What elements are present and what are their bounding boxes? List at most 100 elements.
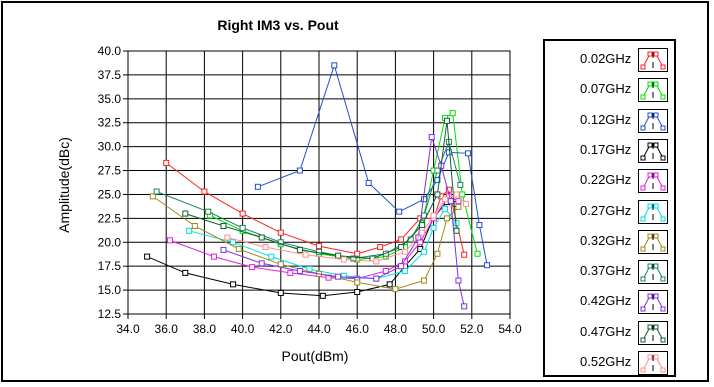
data-point <box>230 281 237 288</box>
legend-swatch <box>638 199 668 224</box>
series-line <box>223 136 465 307</box>
data-point <box>373 275 380 282</box>
data-point <box>401 267 408 274</box>
x-tick-label: 44.0 <box>307 322 331 336</box>
series-0.42GHz <box>220 134 468 310</box>
y-tick-label: 12.5 <box>98 307 122 321</box>
y-tick-label: 27.5 <box>98 164 122 178</box>
data-point <box>398 244 405 251</box>
x-tick-label: 54.0 <box>498 322 522 336</box>
legend-item: 0.07GHz <box>545 75 674 105</box>
data-point <box>461 251 468 258</box>
data-point <box>277 289 284 296</box>
data-point <box>442 196 449 203</box>
x-tick-label: 46.0 <box>346 322 370 336</box>
data-point <box>417 239 424 246</box>
data-point <box>335 252 342 259</box>
data-point <box>392 286 399 293</box>
series-0.47GHz <box>182 117 460 262</box>
data-point <box>186 227 193 234</box>
data-point <box>296 167 303 174</box>
y-tick-label: 32.5 <box>98 116 122 130</box>
data-point <box>474 250 481 257</box>
data-point <box>396 208 403 215</box>
legend-swatch <box>638 138 668 163</box>
legend-swatch <box>638 48 668 72</box>
data-point <box>296 267 303 274</box>
series-0.02GHz <box>163 159 468 258</box>
data-point <box>373 258 380 265</box>
data-point <box>455 198 462 205</box>
y-axis-label: Amplitude(dBc) <box>56 137 72 233</box>
data-point <box>191 223 198 230</box>
data-point <box>254 183 261 190</box>
series-0.07GHz <box>207 110 481 263</box>
data-point <box>398 236 405 243</box>
legend-label: 0.22GHz <box>580 172 632 188</box>
y-tick-label: 20.0 <box>98 235 122 249</box>
data-point <box>220 223 227 230</box>
data-point <box>377 244 384 251</box>
data-point <box>296 246 303 253</box>
legend-swatch <box>638 320 668 345</box>
data-point <box>163 159 170 166</box>
x-tick-label: 52.0 <box>460 322 484 336</box>
data-point <box>182 269 189 276</box>
data-point <box>201 188 208 195</box>
data-point <box>335 273 342 280</box>
data-point <box>316 243 322 250</box>
data-point <box>421 277 428 284</box>
x-axis-label: Pout(dBm) <box>282 348 349 364</box>
data-point <box>262 244 269 251</box>
data-point <box>434 191 441 198</box>
legend-label: 0.12GHz <box>580 111 632 127</box>
legend-label: 0.42GHz <box>580 293 632 309</box>
legend-label: 0.52GHz <box>580 354 632 369</box>
x-tick-label: 36.0 <box>155 322 179 336</box>
data-point <box>277 261 284 268</box>
legend-swatch <box>638 108 668 133</box>
legend-item: 0.32GHz <box>545 227 674 257</box>
series-0.32GHz <box>149 193 462 293</box>
data-point <box>430 224 437 231</box>
data-point <box>430 212 437 219</box>
data-point <box>331 62 338 69</box>
data-point <box>277 229 284 236</box>
legend-item: 0.17GHz <box>545 136 674 166</box>
y-tick-label: 15.0 <box>98 283 122 297</box>
data-point <box>354 289 361 296</box>
data-point <box>340 272 347 279</box>
data-point <box>453 191 460 198</box>
data-point <box>443 117 450 124</box>
data-point <box>167 237 174 244</box>
data-point <box>153 188 160 195</box>
legend-item: 0.27GHz <box>545 197 674 227</box>
data-point <box>453 227 460 234</box>
y-tick-label: 37.5 <box>98 68 122 82</box>
tick-layer: 34.0 36.0 38.0 40.0 42.0 44.0 46.0 48.0 50.0 52.0… <box>98 44 522 336</box>
data-point <box>434 250 441 257</box>
y-tick-label: 40.0 <box>98 44 122 58</box>
data-point <box>447 198 454 205</box>
data-point <box>484 262 491 269</box>
data-point <box>230 239 237 246</box>
data-point <box>459 191 466 198</box>
x-tick-label: 34.0 <box>116 322 140 336</box>
data-point <box>419 229 426 236</box>
x-tick-label: 42.0 <box>269 322 293 336</box>
data-point <box>205 208 212 215</box>
data-point <box>249 264 256 271</box>
data-point <box>149 193 156 200</box>
legend-label: 0.07GHz <box>580 81 632 97</box>
legend-item: 0.42GHz <box>545 287 674 317</box>
data-point <box>463 201 470 208</box>
legend-swatch <box>638 351 668 375</box>
plot-area-border <box>127 50 511 315</box>
data-point <box>428 134 435 141</box>
y-tick-label: 22.5 <box>98 211 122 225</box>
legend-item: 0.12GHz <box>545 106 674 136</box>
data-point <box>220 246 227 253</box>
data-point <box>476 222 483 229</box>
legend-item: 0.37GHz <box>545 257 674 287</box>
x-tick-label: 50.0 <box>422 322 446 336</box>
